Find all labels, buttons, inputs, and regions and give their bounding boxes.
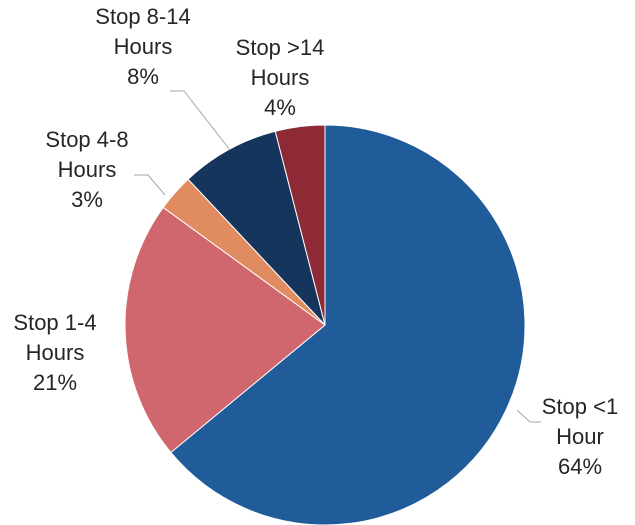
slice-labels: Stop <1 Hour 64% Stop 1-4 Hours 21% Stop 4-8 Ho… (13, 4, 618, 479)
slice-percent: 3% (71, 187, 103, 212)
slice-label-line: Hours (26, 340, 85, 365)
slice-percent: 64% (558, 454, 602, 479)
leader-line-stop-1-hour (516, 409, 541, 423)
data-label-stop-8-14-hours: Stop 8-14 Hours 8% (95, 4, 190, 89)
data-label-stop-14-hours: Stop >14 Hours 4% (236, 35, 325, 120)
data-label-stop-1-hour: Stop <1 Hour 64% (542, 394, 618, 479)
slice-label-line: Stop 4-8 (45, 127, 128, 152)
pie-slice-stop-14-hours (274, 124, 326, 326)
slice-label-line: Hours (251, 65, 310, 90)
pie-slice-stop-8-14-hours (187, 130, 326, 326)
slice-label-line: Stop 1-4 (13, 310, 96, 335)
pie-slice-stop-1-hour (170, 124, 526, 525)
leader-line-stop-4-8-hours (134, 174, 166, 196)
leader-lines (134, 90, 541, 423)
pie-slices (124, 124, 526, 525)
slice-label-line: Hour (556, 424, 604, 449)
pie-slice-stop-1-4-hours (124, 206, 326, 454)
slice-label-line: Stop <1 (542, 394, 618, 419)
slice-percent: 4% (264, 95, 296, 120)
slice-label-line: Stop >14 (236, 35, 325, 60)
data-label-stop-1-4-hours: Stop 1-4 Hours 21% (13, 310, 96, 395)
slice-percent: 21% (33, 370, 77, 395)
slice-label-line: Hours (58, 157, 117, 182)
slice-label-line: Hours (114, 34, 173, 59)
leader-line-stop-8-14-hours (170, 90, 231, 151)
slice-label-line: Stop 8-14 (95, 4, 190, 29)
slice-percent: 8% (127, 64, 159, 89)
data-label-stop-4-8-hours: Stop 4-8 Hours 3% (45, 127, 128, 212)
